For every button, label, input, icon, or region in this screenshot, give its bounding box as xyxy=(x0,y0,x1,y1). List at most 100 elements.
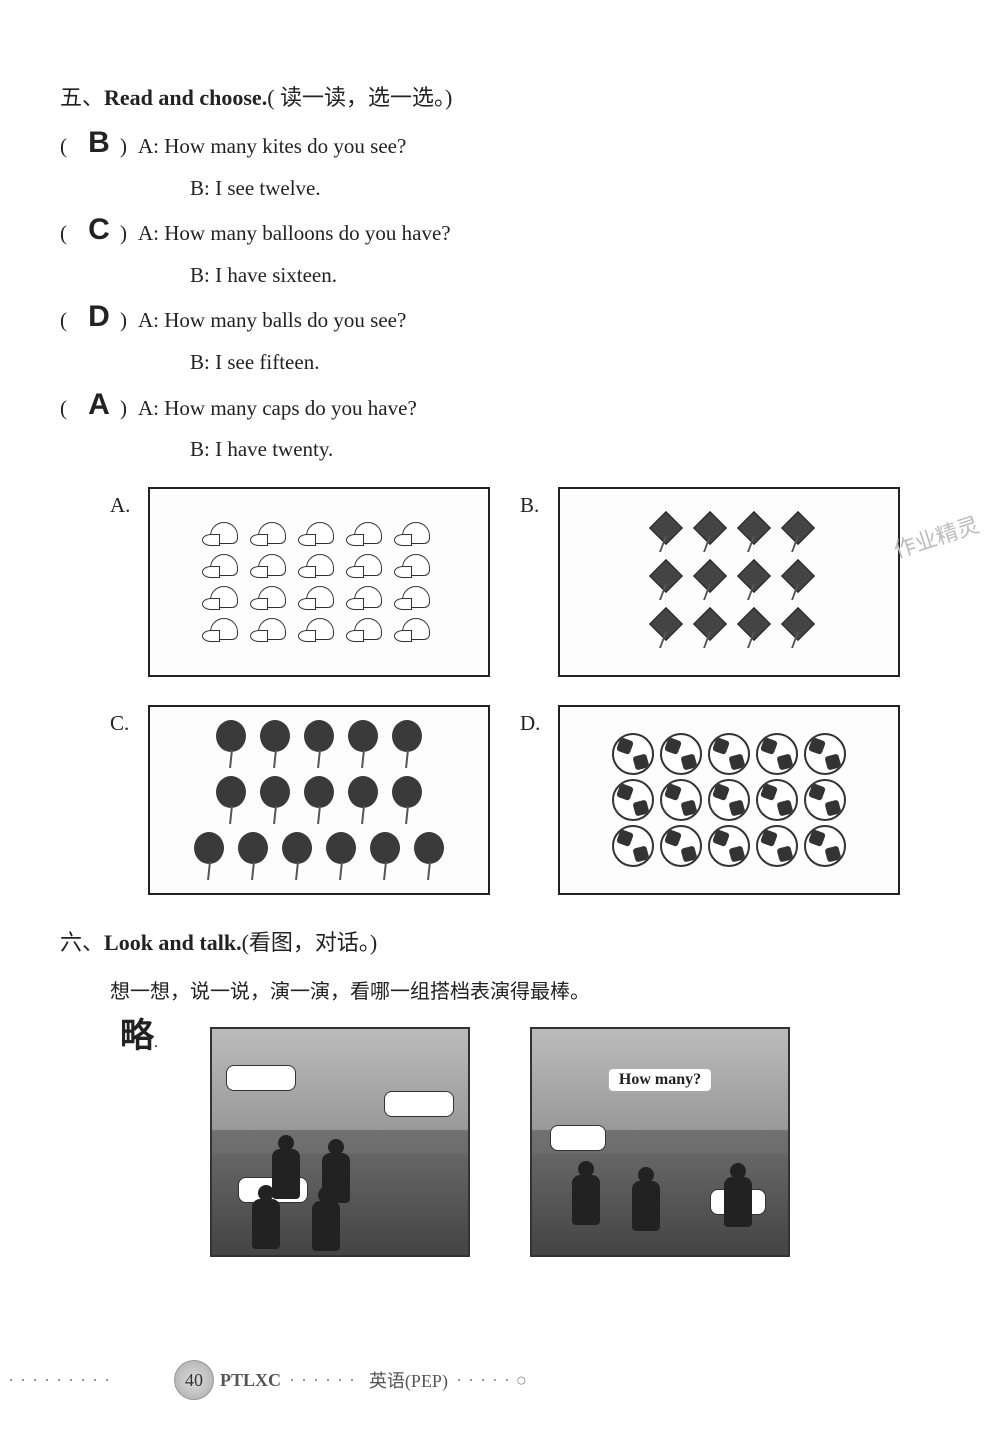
option-box-caps xyxy=(148,487,490,677)
section6-subtitle: 想一想，说一说，演一演，看哪一组搭档表演得最棒。 xyxy=(110,975,940,1004)
balloon-icon xyxy=(256,718,294,770)
option-label: C. xyxy=(110,705,138,736)
balloon-icon xyxy=(388,774,426,826)
option-cell: A. xyxy=(110,487,490,677)
balloon-icon xyxy=(212,774,250,826)
scene-row: How many? xyxy=(60,1027,940,1257)
cap-icon xyxy=(202,584,244,612)
scene-image-1 xyxy=(210,1027,470,1257)
cap-icon xyxy=(250,584,292,612)
balloon-icon xyxy=(278,830,316,882)
balloon-icon xyxy=(300,774,338,826)
cap-icon xyxy=(298,584,340,612)
cap-icon xyxy=(346,584,388,612)
page-footer: ········· 40 PTLXC ······ 英语(PEP) ·····○ xyxy=(0,1360,1000,1400)
option-label: D. xyxy=(520,705,548,736)
cap-icon xyxy=(250,552,292,580)
watermark-text: 作业精灵 xyxy=(889,507,983,565)
scene-image-2: How many? xyxy=(530,1027,790,1257)
kite-icon xyxy=(688,608,726,652)
ball-icon xyxy=(612,779,654,821)
section5-suffix: ( 读一读，选一选。) xyxy=(267,85,452,110)
kite-icon xyxy=(776,608,814,652)
cap-icon xyxy=(250,616,292,644)
footer-dots-left: ········· xyxy=(8,1370,116,1391)
section6-title: 六、Look and talk.(看图，对话。) xyxy=(60,925,940,957)
balloon-icon xyxy=(322,830,360,882)
kite-icon xyxy=(776,512,814,556)
option-box-balls xyxy=(558,705,900,895)
ball-icon xyxy=(612,733,654,775)
ball-icon xyxy=(804,779,846,821)
cap-icon xyxy=(298,616,340,644)
ball-icon xyxy=(660,825,702,867)
footer-brand: PTLXC xyxy=(220,1370,281,1391)
footer-dots-right: ·····○ xyxy=(456,1370,533,1391)
questions-list: (B)A: How many kites do you see?B: I see… xyxy=(60,130,940,467)
option-box-balloons xyxy=(148,705,490,895)
cap-icon xyxy=(346,552,388,580)
question-item: (C)A: How many balloons do you have?B: I… xyxy=(60,217,940,292)
cap-icon xyxy=(202,616,244,644)
handwritten-answer: D xyxy=(78,302,120,332)
ball-icon xyxy=(804,733,846,775)
cap-icon xyxy=(394,584,436,612)
question-line-b: B: I have twenty. xyxy=(60,433,940,467)
cap-icon xyxy=(394,552,436,580)
footer-subject: 英语(PEP) xyxy=(369,1367,448,1393)
option-label: A. xyxy=(110,487,138,518)
question-line-a: A: How many caps do you have? xyxy=(138,392,940,426)
question-line-b: B: I see twelve. xyxy=(60,172,940,206)
kite-icon xyxy=(644,512,682,556)
footer-dots-mid: ······ xyxy=(289,1370,361,1391)
balloon-icon xyxy=(300,718,338,770)
balloon-icon xyxy=(234,830,272,882)
section5-title: 五、Read and choose.( 读一读，选一选。) xyxy=(60,80,940,112)
cap-icon xyxy=(298,552,340,580)
balloon-icon xyxy=(256,774,294,826)
question-item: (D)A: How many balls do you see?B: I see… xyxy=(60,304,940,379)
cap-icon xyxy=(202,552,244,580)
balloon-icon xyxy=(344,774,382,826)
ball-icon xyxy=(756,779,798,821)
ball-icon xyxy=(708,733,750,775)
ball-icon xyxy=(804,825,846,867)
kite-icon xyxy=(732,608,770,652)
balloon-icon xyxy=(212,718,250,770)
option-cell: D. xyxy=(520,705,900,895)
handwritten-answer: B xyxy=(78,128,120,158)
cap-icon xyxy=(346,616,388,644)
question-item: (A)A: How many caps do you have?B: I hav… xyxy=(60,392,940,467)
question-line-b: B: I see fifteen. xyxy=(60,346,940,380)
cap-icon xyxy=(250,520,292,548)
balloon-icon xyxy=(388,718,426,770)
cap-icon xyxy=(298,520,340,548)
kite-icon xyxy=(688,512,726,556)
section5-title-en: Read and choose. xyxy=(104,85,267,110)
question-line-a: A: How many kites do you see? xyxy=(138,130,940,164)
cap-icon xyxy=(394,616,436,644)
option-cell: C. xyxy=(110,705,490,895)
ball-icon xyxy=(708,779,750,821)
section6-title-en: Look and talk. xyxy=(104,930,242,955)
option-label: B. xyxy=(520,487,548,518)
kite-icon xyxy=(732,560,770,604)
question-item: (B)A: How many kites do you see?B: I see… xyxy=(60,130,940,205)
question-line-a: A: How many balloons do you have? xyxy=(138,217,940,251)
ball-icon xyxy=(708,825,750,867)
question-line-a: A: How many balls do you see? xyxy=(138,304,940,338)
balloon-icon xyxy=(190,830,228,882)
section6-prefix: 六、 xyxy=(60,930,104,955)
ball-icon xyxy=(756,733,798,775)
kite-icon xyxy=(644,608,682,652)
kite-icon xyxy=(688,560,726,604)
handwritten-answer: A xyxy=(78,390,120,420)
question-line-b: B: I have sixteen. xyxy=(60,259,940,293)
ball-icon xyxy=(660,733,702,775)
cap-icon xyxy=(202,520,244,548)
balloon-icon xyxy=(344,718,382,770)
scene2-tag: How many? xyxy=(609,1069,711,1091)
ball-icon xyxy=(660,779,702,821)
option-cell: B. xyxy=(520,487,900,677)
kite-icon xyxy=(776,560,814,604)
